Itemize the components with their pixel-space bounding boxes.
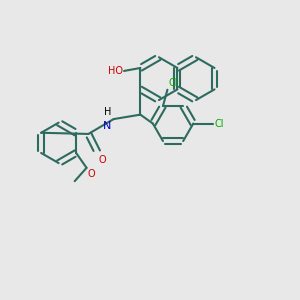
Text: O: O: [99, 155, 106, 165]
Text: Cl: Cl: [169, 78, 178, 88]
Text: H: H: [104, 107, 111, 117]
Text: Cl: Cl: [214, 118, 224, 128]
Text: N: N: [103, 121, 111, 130]
Text: O: O: [87, 169, 95, 179]
Text: HO: HO: [108, 66, 123, 76]
